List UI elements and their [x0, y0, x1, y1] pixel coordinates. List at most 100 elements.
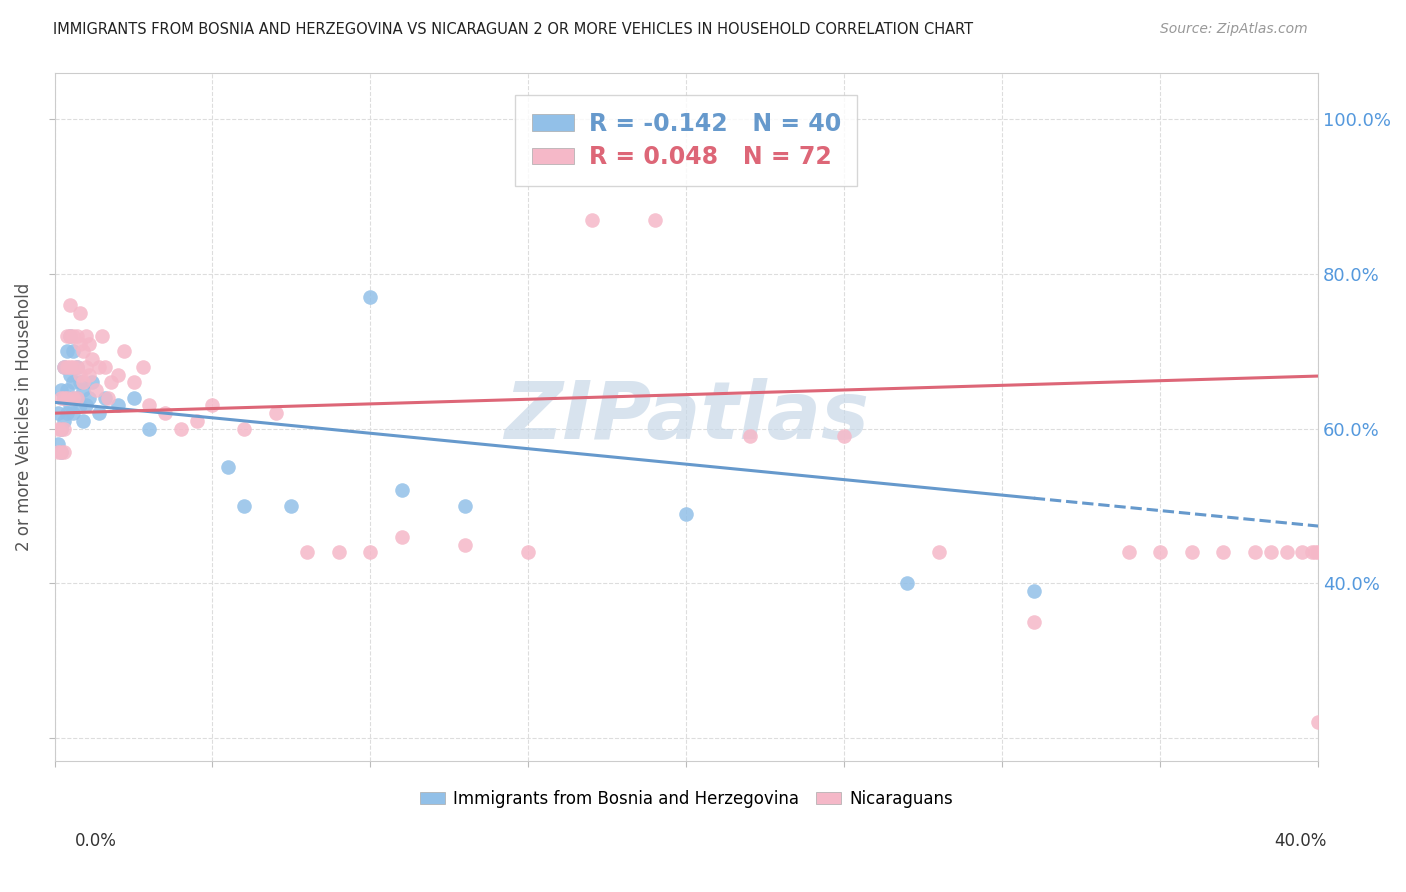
Point: [56, 391, 79, 405]
Text: ZIPatlas: ZIPatlas: [503, 378, 869, 456]
Point: [49, 422, 72, 436]
Point: [359, 545, 381, 559]
Point: [46, 422, 69, 436]
Point: [49, 383, 72, 397]
Point: [84, 383, 107, 397]
Point: [77, 368, 100, 382]
Point: [170, 422, 193, 436]
Point: [1022, 584, 1045, 599]
Point: [94, 359, 117, 374]
Point: [1212, 545, 1234, 559]
Point: [66, 329, 89, 343]
Point: [49, 422, 72, 436]
Point: [112, 344, 135, 359]
Point: [201, 399, 224, 413]
Point: [1181, 545, 1204, 559]
Point: [46, 437, 69, 451]
Point: [72, 414, 94, 428]
Point: [77, 391, 100, 405]
Point: [233, 422, 256, 436]
Point: [56, 329, 79, 343]
Point: [1244, 545, 1267, 559]
Point: [59, 359, 82, 374]
Point: [107, 368, 129, 382]
Point: [75, 329, 97, 343]
Point: [1291, 545, 1313, 559]
Point: [90, 329, 112, 343]
Point: [49, 445, 72, 459]
Point: [1260, 545, 1282, 559]
Point: [59, 368, 82, 382]
Point: [896, 576, 918, 591]
Point: [75, 359, 97, 374]
Point: [69, 368, 91, 382]
Point: [94, 391, 117, 405]
Point: [56, 406, 79, 420]
Point: [153, 406, 176, 420]
Point: [122, 391, 145, 405]
Point: [49, 391, 72, 405]
Point: [59, 329, 82, 343]
Point: [46, 406, 69, 420]
Point: [517, 545, 540, 559]
Point: [46, 445, 69, 459]
Point: [77, 336, 100, 351]
Point: [328, 545, 350, 559]
Point: [62, 406, 84, 420]
Point: [82, 352, 104, 367]
Point: [97, 391, 120, 405]
Point: [233, 499, 256, 513]
Point: [62, 329, 84, 343]
Point: [1149, 545, 1171, 559]
Point: [122, 376, 145, 390]
Text: 40.0%: 40.0%: [1274, 831, 1327, 849]
Point: [62, 391, 84, 405]
Point: [53, 414, 76, 428]
Point: [75, 399, 97, 413]
Point: [56, 344, 79, 359]
Point: [100, 376, 122, 390]
Point: [391, 483, 413, 498]
Point: [87, 359, 110, 374]
Point: [66, 359, 89, 374]
Point: [138, 399, 160, 413]
Point: [49, 445, 72, 459]
Point: [928, 545, 950, 559]
Point: [66, 391, 89, 405]
Point: [59, 399, 82, 413]
Point: [82, 376, 104, 390]
Point: [53, 422, 76, 436]
Point: [69, 399, 91, 413]
Point: [87, 406, 110, 420]
Text: Source: ZipAtlas.com: Source: ZipAtlas.com: [1160, 22, 1308, 37]
Point: [581, 212, 603, 227]
Point: [56, 359, 79, 374]
Point: [359, 290, 381, 304]
Point: [69, 306, 91, 320]
Point: [66, 391, 89, 405]
Point: [391, 530, 413, 544]
Point: [138, 422, 160, 436]
Point: [53, 391, 76, 405]
Point: [454, 538, 477, 552]
Point: [62, 359, 84, 374]
Point: [738, 429, 761, 443]
Point: [62, 376, 84, 390]
Point: [832, 429, 855, 443]
Text: IMMIGRANTS FROM BOSNIA AND HERZEGOVINA VS NICARAGUAN 2 OR MORE VEHICLES IN HOUSE: IMMIGRANTS FROM BOSNIA AND HERZEGOVINA V…: [53, 22, 973, 37]
Point: [1308, 715, 1330, 730]
Point: [53, 359, 76, 374]
Point: [53, 445, 76, 459]
Point: [53, 359, 76, 374]
Legend: Immigrants from Bosnia and Herzegovina, Nicaraguans: Immigrants from Bosnia and Herzegovina, …: [413, 783, 959, 814]
Point: [1275, 545, 1298, 559]
Y-axis label: 2 or more Vehicles in Household: 2 or more Vehicles in Household: [15, 283, 32, 551]
Point: [72, 383, 94, 397]
Point: [132, 359, 155, 374]
Point: [59, 329, 82, 343]
Point: [53, 391, 76, 405]
Point: [1301, 545, 1323, 559]
Point: [1022, 615, 1045, 629]
Point: [264, 406, 287, 420]
Point: [1118, 545, 1140, 559]
